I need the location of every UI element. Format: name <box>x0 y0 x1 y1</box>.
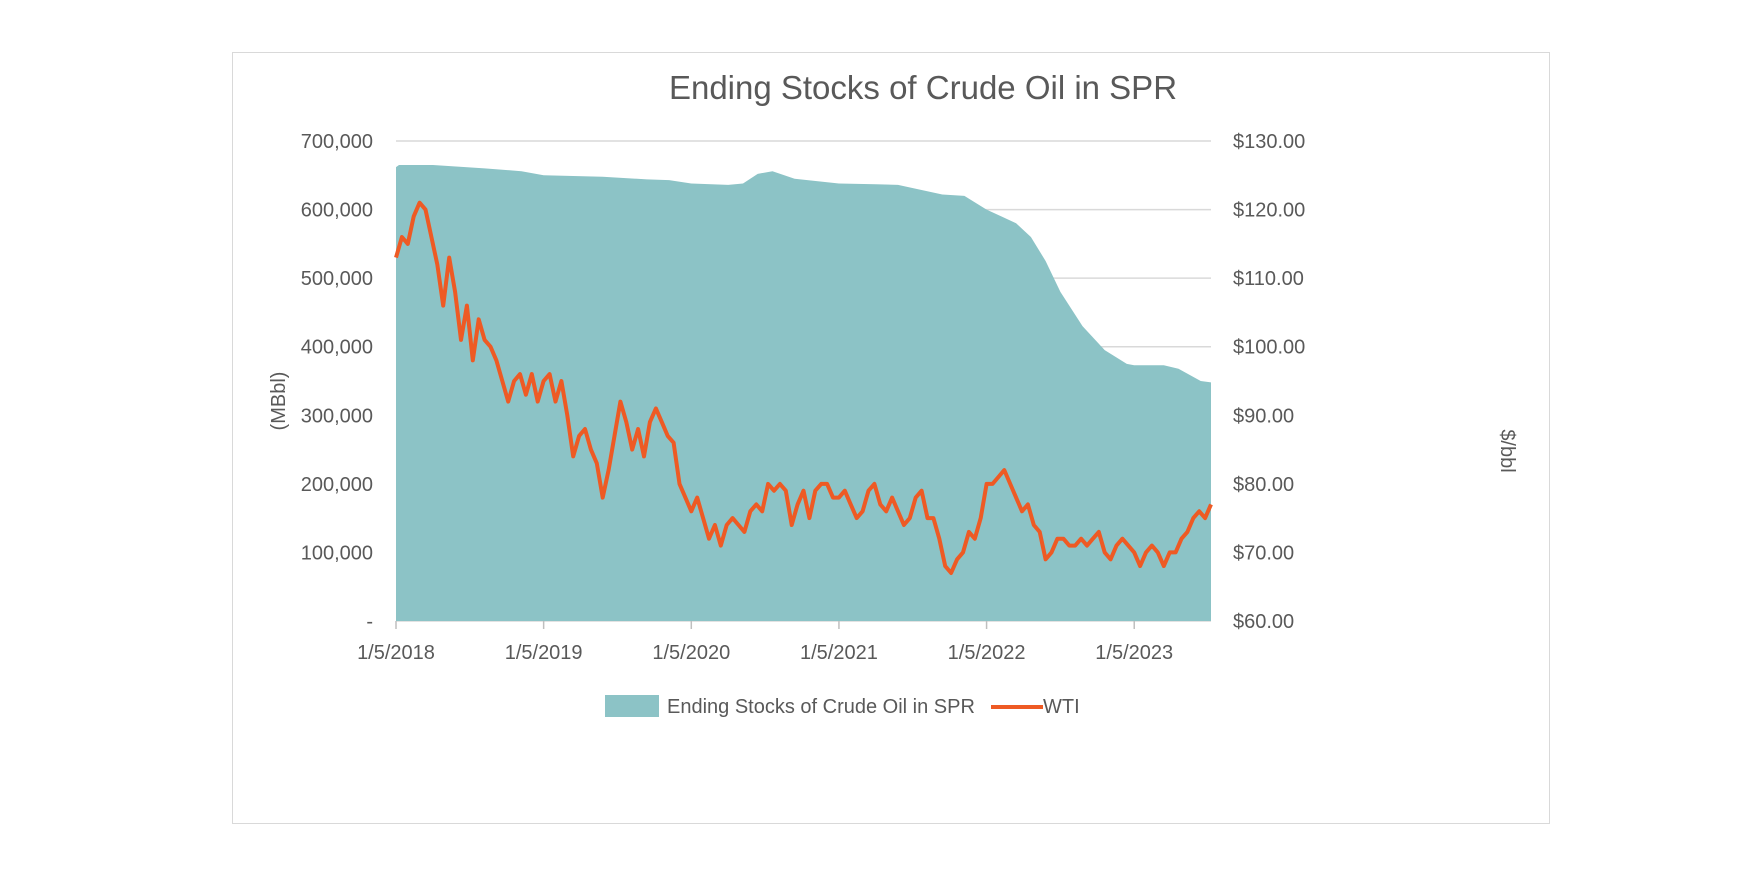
y-left-tick-label: 400,000 <box>301 337 373 359</box>
wti-price-line <box>394 200 1213 575</box>
legend: Ending Stocks of Crude Oil in SPR WTI <box>605 695 1080 718</box>
x-tick-label: 1/5/2018 <box>357 642 435 664</box>
x-tick-label: 1/5/2023 <box>1095 642 1173 664</box>
y-axis-left-label: (MBbl) <box>268 372 290 431</box>
y-right-tick-label: $70.00 <box>1233 542 1294 564</box>
y-left-tick-label: 300,000 <box>301 405 373 427</box>
y-left-tick-label: 100,000 <box>301 542 373 564</box>
x-tick-label: 1/5/2021 <box>800 642 878 664</box>
x-tick-label: 1/5/2019 <box>505 642 583 664</box>
legend-label-spr: Ending Stocks of Crude Oil in SPR <box>667 696 975 718</box>
y-right-tick-label: $110.00 <box>1233 268 1304 290</box>
y-right-tick-label: $80.00 <box>1233 474 1294 496</box>
y-right-tick-label: $100.00 <box>1233 337 1305 359</box>
y-left-tick-label: - <box>366 611 373 633</box>
y-right-tick-label: $90.00 <box>1233 405 1294 427</box>
chart-frame: - 100,000 200,000 300,000 400,000 500,000 600,… <box>232 52 1550 824</box>
legend-label-wti: WTI <box>1043 696 1080 718</box>
spr-area-layer <box>396 165 1211 621</box>
y-right-tick-label: $130.00 <box>1233 131 1305 153</box>
y-left-tick-label: 500,000 <box>301 268 373 290</box>
y-left-tick-label: 200,000 <box>301 474 373 496</box>
y-axis-right-label: $/bbl <box>1496 429 1518 472</box>
right-axis-ticks: $60.00 $70.00 $80.00 $90.00 $100.00 $110.00 $1… <box>1233 131 1305 633</box>
spr-stocks-area <box>396 165 1211 621</box>
x-tick-label: 1/5/2022 <box>948 642 1026 664</box>
chart-svg: - 100,000 200,000 300,000 400,000 500,000 600,… <box>268 69 1518 718</box>
y-left-tick-label: 700,000 <box>301 131 373 153</box>
y-left-tick-label: 600,000 <box>301 200 373 222</box>
wti-line-layer <box>394 200 1213 575</box>
y-right-tick-label: $60.00 <box>1233 611 1294 633</box>
left-axis-ticks: - 100,000 200,000 300,000 400,000 500,000 600,… <box>301 131 373 633</box>
y-right-tick-label: $120.00 <box>1233 200 1305 222</box>
legend-swatch-spr <box>605 695 659 717</box>
x-axis-ticks: 1/5/2018 1/5/2019 1/5/2020 1/5/2021 1/5/2022… <box>357 621 1173 664</box>
chart-title: Ending Stocks of Crude Oil in SPR <box>669 69 1177 106</box>
x-tick-label: 1/5/2020 <box>652 642 730 664</box>
